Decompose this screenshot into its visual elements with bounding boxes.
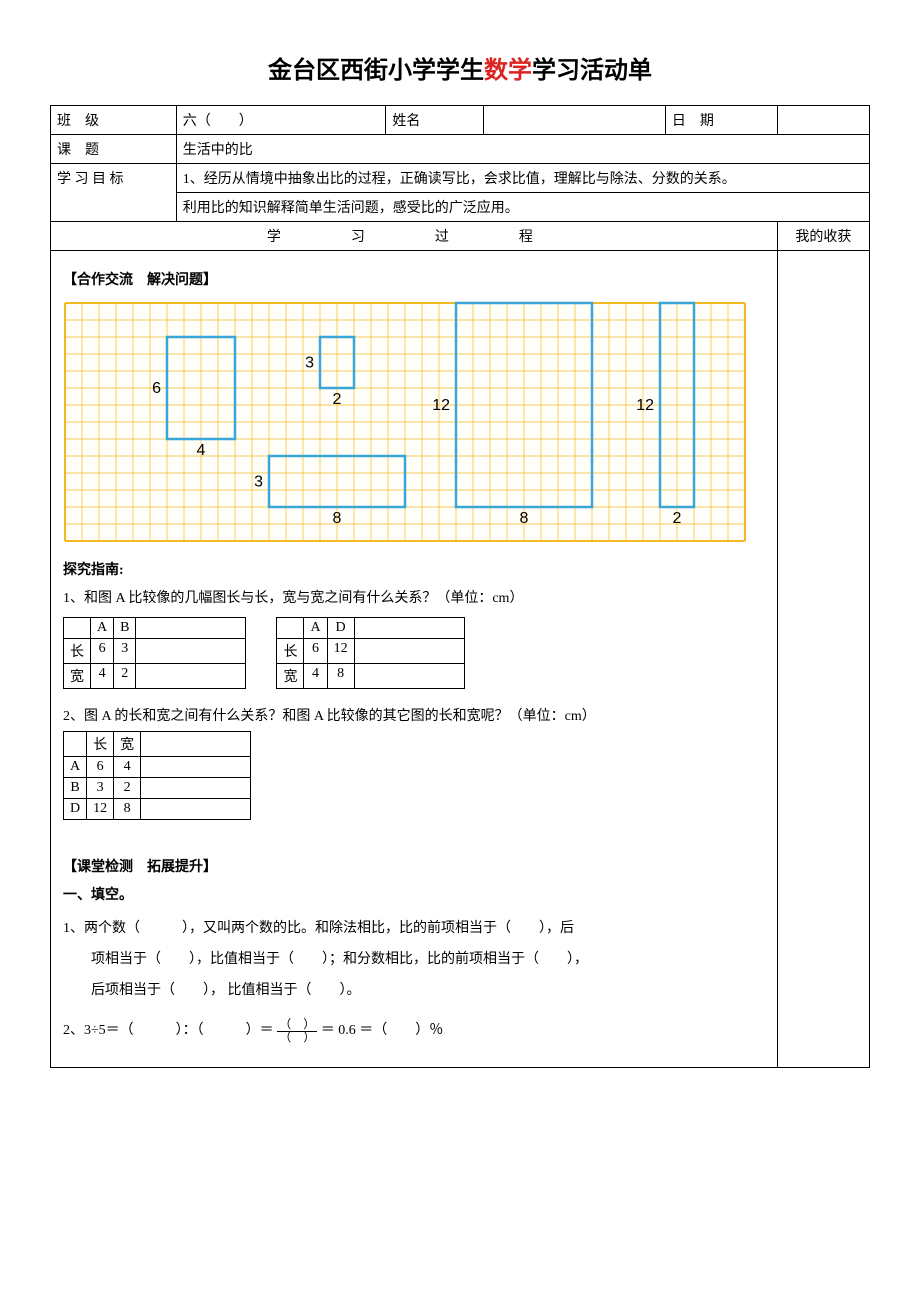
table-cell: 6 bbox=[304, 639, 327, 664]
table-cell: 宽 bbox=[64, 664, 91, 689]
table-cell: 4 bbox=[114, 757, 141, 778]
harvest-cell[interactable] bbox=[777, 251, 869, 1068]
topic-label: 课 题 bbox=[51, 135, 177, 164]
table-cell bbox=[354, 639, 464, 664]
svg-text:12: 12 bbox=[636, 397, 654, 414]
table-cell: D bbox=[64, 799, 87, 820]
table-cell: 2 bbox=[114, 778, 141, 799]
table-cell: 12 bbox=[87, 799, 114, 820]
svg-text:8: 8 bbox=[333, 510, 342, 527]
q2-fraction: （ ） （ ） bbox=[277, 1018, 317, 1044]
table-cell: 4 bbox=[91, 664, 114, 689]
table-cell: 6 bbox=[91, 639, 114, 664]
date-label: 日 期 bbox=[665, 106, 777, 135]
goal-2: 利用比的知识解释简单生活问题，感受比的广泛应用。 bbox=[176, 193, 869, 222]
date-value[interactable] bbox=[777, 106, 869, 135]
q2-frac-den: （ ） bbox=[277, 1030, 317, 1044]
fill-q1: 1、两个数（ ），又叫两个数的比。和除法相比，比的前项相当于（ ），后 项相当于… bbox=[63, 914, 765, 1006]
table-cell: D bbox=[327, 618, 354, 639]
process-label: 学 习 过 程 bbox=[51, 222, 778, 251]
class-label: 班 级 bbox=[51, 106, 177, 135]
fill-q2: 2、3÷5＝（ ）：（ ）＝ （ ） （ ） ＝ 0.6 ＝（ ）％ bbox=[63, 1016, 765, 1047]
svg-text:6: 6 bbox=[152, 380, 161, 397]
section2-sub: 一、填空。 bbox=[63, 884, 765, 904]
table-cell bbox=[141, 778, 251, 799]
table-cell: A bbox=[64, 757, 87, 778]
table-1a: AB 长63宽42 bbox=[63, 617, 246, 689]
table-cell: 6 bbox=[87, 757, 114, 778]
q2-post: ＝ 0.6 ＝（ ）％ bbox=[321, 1023, 444, 1038]
table-cell: 4 bbox=[304, 664, 327, 689]
table-cell: 3 bbox=[114, 639, 136, 664]
table-cell bbox=[277, 618, 304, 639]
table-cell bbox=[141, 799, 251, 820]
table-cell: B bbox=[64, 778, 87, 799]
goal-1: 1、经历从情境中抽象出比的过程，正确读写比，会求比值，理解比与除法、分数的关系。 bbox=[176, 164, 869, 193]
title-p1: 金台区西街小学学生 bbox=[268, 58, 484, 84]
header-table: 班 级 六（ ） 姓名 日 期 课 题 生活中的比 学 习 目 标 1、经历从情… bbox=[50, 105, 870, 1068]
goal-label: 学 习 目 标 bbox=[51, 164, 177, 222]
table-cell: 宽 bbox=[277, 664, 304, 689]
table-cell bbox=[141, 757, 251, 778]
table-cell: B bbox=[114, 618, 136, 639]
svg-text:3: 3 bbox=[254, 474, 263, 491]
grid-figure: 6 4 3 2 3 8 12 8 12 2 bbox=[63, 301, 765, 543]
table-cell bbox=[64, 732, 87, 757]
table-cell: 8 bbox=[114, 799, 141, 820]
svg-text:8: 8 bbox=[520, 510, 529, 527]
section1-heading: 【合作交流 解决问题】 bbox=[63, 269, 765, 289]
content-cell: 【合作交流 解决问题】 643238128122 探究指南: 1、和图 A 比较… bbox=[51, 251, 778, 1068]
table-cell bbox=[354, 618, 464, 639]
table-cell: 长 bbox=[64, 639, 91, 664]
section2-heading: 【课堂检测 拓展提升】 bbox=[63, 856, 765, 876]
table-cell: A bbox=[91, 618, 114, 639]
table-cell: 长 bbox=[277, 639, 304, 664]
table-cell bbox=[64, 618, 91, 639]
name-value[interactable] bbox=[484, 106, 666, 135]
table-cell: 2 bbox=[114, 664, 136, 689]
svg-text:2: 2 bbox=[673, 510, 682, 527]
q1-a: 1、两个数（ ），又叫两个数的比。和除法相比，比的前项相当于（ ），后 bbox=[63, 914, 765, 945]
table-cell: 8 bbox=[327, 664, 354, 689]
q2-text: 2、图 A 的长和宽之间有什么关系？和图 A 比较像的其它图的长和宽呢？（单位：… bbox=[63, 705, 765, 725]
table-cell: 长 bbox=[87, 732, 114, 757]
topic-value: 生活中的比 bbox=[176, 135, 869, 164]
grid-svg: 6 4 3 2 3 8 12 8 12 2 bbox=[63, 301, 747, 543]
table-cell bbox=[136, 639, 246, 664]
q2-pre: 2、3÷5＝（ ）：（ ）＝ bbox=[63, 1023, 277, 1038]
table-1b: AD 长612 宽48 bbox=[276, 617, 464, 689]
title-p3: 学习活动单 bbox=[532, 58, 652, 84]
q1-text: 1、和图 A 比较像的几幅图长与长，宽与宽之间有什么关系？（单位：cm） bbox=[63, 587, 765, 607]
table-cell: 宽 bbox=[114, 732, 141, 757]
table-cell: 3 bbox=[87, 778, 114, 799]
harvest-label: 我的收获 bbox=[777, 222, 869, 251]
guide-heading: 探究指南: bbox=[63, 559, 765, 579]
table-cell bbox=[136, 618, 246, 639]
table-cell bbox=[141, 732, 251, 757]
table-cell bbox=[136, 664, 246, 689]
table-cell bbox=[354, 664, 464, 689]
table-cell: A bbox=[304, 618, 327, 639]
class-value[interactable]: 六（ ） bbox=[176, 106, 386, 135]
title-p2: 数学 bbox=[484, 58, 532, 84]
svg-text:3: 3 bbox=[305, 355, 314, 372]
svg-text:12: 12 bbox=[432, 397, 450, 414]
q1-b: 项相当于（ ），比值相当于（ ）；和分数相比，比的前项相当于（ ）， bbox=[63, 945, 765, 976]
table-cell: 12 bbox=[327, 639, 354, 664]
table-2: 长宽 A64 B32 D128 bbox=[63, 731, 251, 820]
q1-c: 后项相当于（ ）， 比值相当于（ ）。 bbox=[63, 976, 765, 1007]
svg-text:4: 4 bbox=[197, 442, 206, 459]
page-title: 金台区西街小学学生数学学习活动单 bbox=[50, 50, 870, 85]
svg-text:2: 2 bbox=[333, 391, 342, 408]
name-label: 姓名 bbox=[386, 106, 484, 135]
